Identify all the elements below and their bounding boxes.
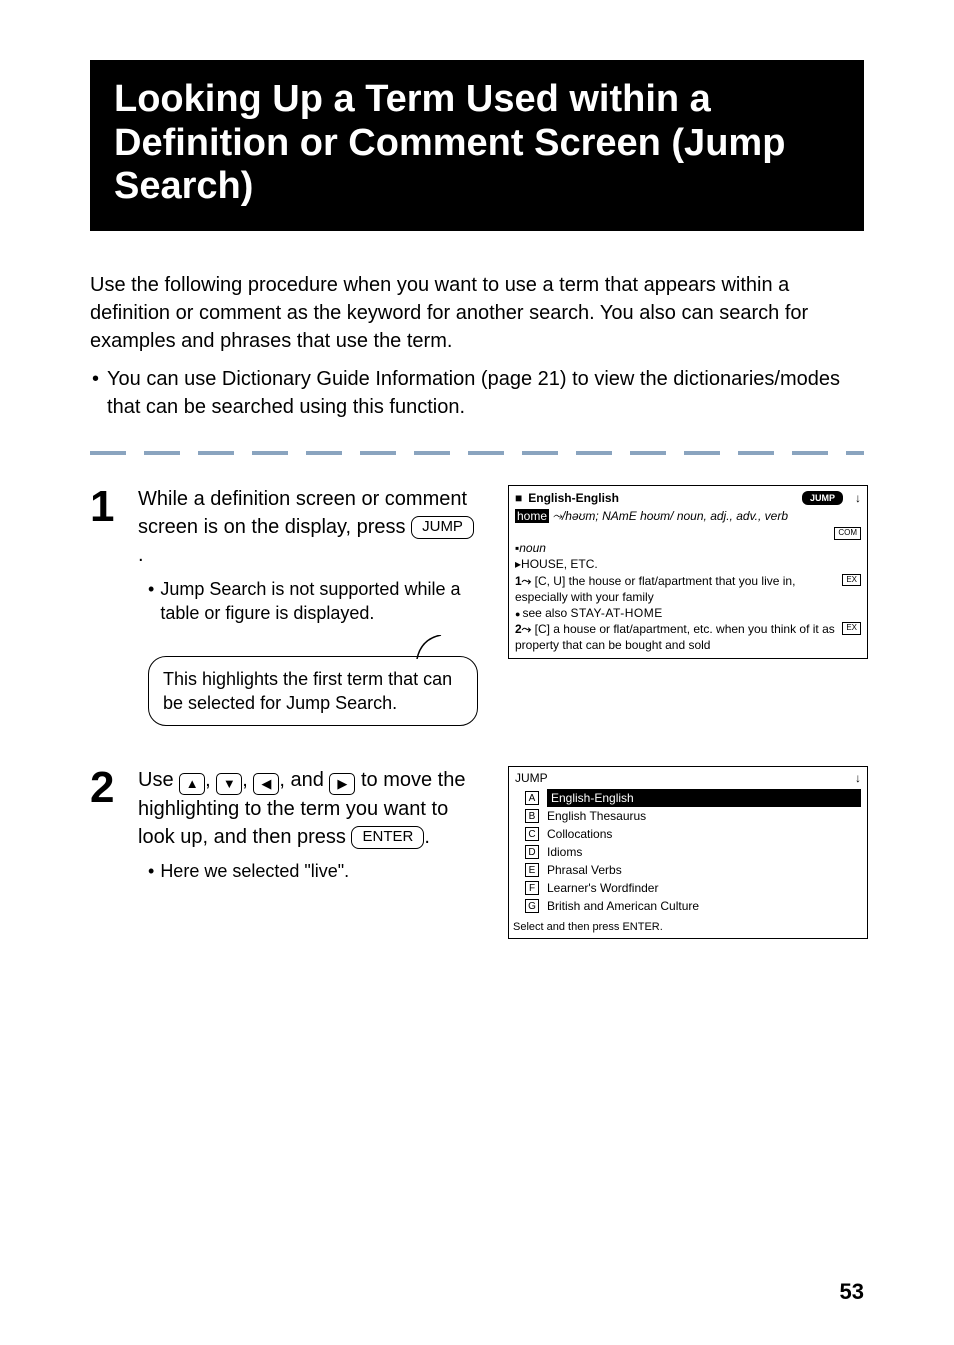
callout-text: This highlights the first term that can … (163, 669, 452, 713)
jump-menu-header: JUMP ↓ (515, 769, 861, 787)
def2-num: 2⤳ (515, 622, 531, 636)
sense-heading: ▸HOUSE, ETC. (515, 556, 861, 572)
enter-key: ENTER (351, 826, 424, 849)
jump-menu-item: A English-English (525, 789, 861, 807)
bullet-dot: • (92, 365, 99, 421)
title-bar: Looking Up a Term Used within a Definiti… (90, 60, 864, 231)
section-divider (90, 451, 864, 455)
intro-paragraph: Use the following procedure when you wan… (90, 271, 864, 355)
menu-item-key: C (525, 827, 539, 841)
step2-text: Use ▲, ▼, ◀, and ▶ to move the highlight… (138, 766, 478, 851)
highlighted-term: home (515, 509, 549, 523)
screen-header: ■ English-English JUMP ↓ (515, 490, 861, 506)
menu-item-label: Learner's Wordfinder (547, 879, 861, 897)
jump-menu-title: JUMP (515, 769, 548, 787)
intro-note: • You can use Dictionary Guide Informati… (90, 365, 864, 421)
menu-item-label: English-English (547, 789, 861, 807)
def1-num: 1⤳ (515, 574, 531, 588)
black-square-icon: ■ (515, 490, 522, 506)
up-arrow-key: ▲ (179, 773, 205, 795)
intro-note-text: You can use Dictionary Guide Information… (107, 365, 864, 421)
jump-key: JUMP (411, 516, 474, 539)
jump-menu-prompt: Select and then press ENTER. (509, 919, 867, 938)
step2-sub-text: Here we selected "live". (160, 859, 349, 883)
xref: see also STAY-AT-HOME (515, 605, 861, 621)
jump-badge: JUMP (802, 491, 843, 505)
jump-menu-item: G British and American Culture (525, 897, 861, 915)
jump-menu-item: C Collocations (525, 825, 861, 843)
step1-text-b: . (138, 544, 144, 566)
jump-menu-item: D Idioms (525, 843, 861, 861)
scroll-down-icon: ↓ (855, 490, 861, 506)
def-2: EX 2⤳ [C] a house or flat/apartment, etc… (515, 621, 861, 653)
def1-text: [C, U] the house or flat/apartment that … (515, 574, 795, 604)
left-arrow-key: ◀ (253, 773, 279, 795)
pronunciation: ⤳/həʊm; NAmE hoʊm/ noun, adj., adv., ver… (549, 509, 788, 523)
step2-text-b: . (424, 826, 430, 848)
xref-target: STAY-AT-HOME (570, 606, 662, 620)
definition-screen: ■ English-English JUMP ↓ home ⤳/həʊm; NA… (508, 485, 868, 658)
jump-menu-item: F Learner's Wordfinder (525, 879, 861, 897)
bullet-dot: • (148, 577, 154, 626)
com-badge: COM (834, 527, 861, 540)
jump-menu-item: B English Thesaurus (525, 807, 861, 825)
menu-item-key: B (525, 809, 539, 823)
ex-badge: EX (842, 574, 861, 587)
jump-menu-screen: JUMP ↓ A English-English B English Thesauru… (508, 766, 868, 939)
menu-item-label: English Thesaurus (547, 807, 861, 825)
ex-badge: EX (842, 622, 861, 635)
dict-name: English-English (528, 490, 619, 506)
def2-text: [C] a house or flat/apartment, etc. when… (515, 622, 835, 652)
right-arrow-key: ▶ (329, 773, 355, 795)
step-number: 1 (90, 485, 138, 529)
menu-item-label: Phrasal Verbs (547, 861, 861, 879)
pos-label: ▪noun (515, 540, 861, 556)
menu-item-key: A (525, 791, 539, 805)
step-2: 2 Use ▲, ▼, ◀, and ▶ to move the highlig… (90, 766, 864, 939)
xref-label: see also (522, 606, 570, 620)
jump-menu-list: A English-English B English Thesaurus C Collo… (525, 789, 861, 915)
step1-sub-text: Jump Search is not supported while a tab… (160, 577, 478, 626)
page-number: 53 (840, 1279, 864, 1305)
def-1: EX 1⤳ [C, U] the house or flat/apartment… (515, 573, 861, 605)
menu-item-label: British and American Culture (547, 897, 861, 915)
menu-item-label: Idioms (547, 843, 861, 861)
menu-item-key: F (525, 881, 539, 895)
step-number: 2 (90, 766, 138, 810)
bullet-dot: • (148, 859, 154, 883)
step2-sub: • Here we selected "live". (138, 859, 478, 883)
menu-item-key: D (525, 845, 539, 859)
menu-item-key: E (525, 863, 539, 877)
menu-item-label: Collocations (547, 825, 861, 843)
callout-tail (411, 635, 447, 659)
jump-menu-item: E Phrasal Verbs (525, 861, 861, 879)
step2-text-a: Use (138, 769, 179, 791)
step1-sub: • Jump Search is not supported while a t… (138, 577, 478, 626)
down-arrow-key: ▼ (216, 773, 242, 795)
headword-line: home ⤳/həʊm; NAmE hoʊm/ noun, adj., adv.… (515, 508, 861, 524)
step1-text: While a definition screen or comment scr… (138, 485, 478, 569)
step-1: 1 While a definition screen or comment s… (90, 485, 864, 726)
callout-bubble: This highlights the first term that can … (148, 656, 478, 727)
scroll-down-icon: ↓ (855, 769, 861, 787)
page-title: Looking Up a Term Used within a Definiti… (114, 78, 840, 209)
menu-item-key: G (525, 899, 539, 913)
